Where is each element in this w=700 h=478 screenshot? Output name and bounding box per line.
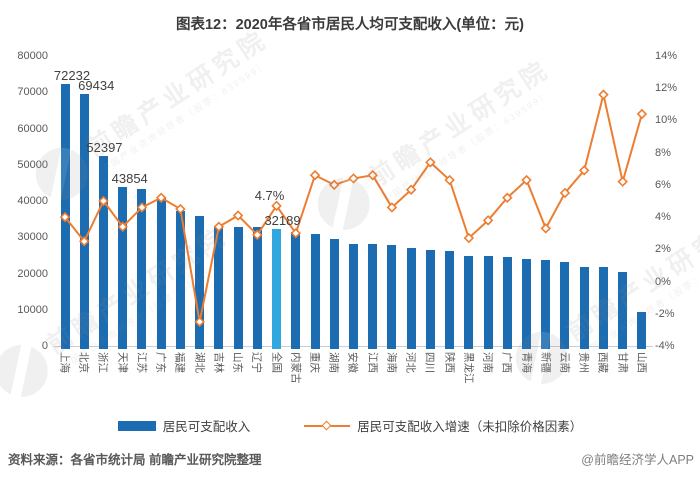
line-marker-重庆 [309, 169, 321, 181]
bar-四川 [425, 249, 435, 349]
right-axis-tick: 6% [655, 178, 671, 191]
line-marker-陕西 [444, 174, 455, 186]
line-marker-湖南 [329, 179, 340, 191]
line-marker-福建 [175, 203, 186, 215]
line-marker-江苏 [136, 202, 148, 213]
bar-湖南 [329, 239, 339, 349]
bar-新疆 [541, 259, 551, 349]
line-marker-吉林 [213, 221, 225, 233]
line-marker-河南 [482, 215, 494, 226]
bar-天津 [118, 187, 128, 349]
legend-label-income: 居民可支配收入 [162, 420, 251, 434]
bar-湖北 [195, 215, 205, 349]
legend: 居民可支配收入 居民可支配收入增速（未扣除价格因素） [0, 416, 700, 435]
bar-重庆 [310, 234, 320, 349]
line-marker-河北 [405, 184, 417, 195]
data-label-52397: 52397 [86, 140, 123, 156]
growth-line [64, 93, 643, 323]
right-axis-tick: -4% [655, 340, 675, 352]
left-axis-tick: 60000 [17, 122, 48, 135]
bar-辽宁 [252, 227, 262, 349]
left-axis-tick: 70000 [17, 86, 48, 99]
brand-note: @前瞻经济学人APP [581, 453, 694, 467]
bar-陕西 [445, 250, 455, 349]
line-marker-湖北 [194, 316, 205, 328]
line-marker-广东 [155, 192, 167, 204]
bar-吉林 [214, 226, 224, 349]
line-swatch-icon [304, 420, 351, 431]
line-marker-山东 [232, 210, 244, 221]
left-axis-tick: 80000 [17, 50, 48, 62]
legend-item-growth: 居民可支配收入增速（未扣除价格因素） [304, 416, 582, 435]
bar-西藏 [598, 267, 608, 349]
line-marker-内蒙古 [290, 227, 302, 239]
line-marker-青海 [521, 174, 532, 186]
right-axis-tick: 14% [655, 50, 678, 62]
line-marker-辽宁 [252, 229, 263, 241]
bar-北京 [79, 94, 89, 349]
bar-广东 [156, 197, 166, 349]
chart-title: 图表12：2020年各省市居民人均可支配收入(单位：元) [175, 17, 525, 33]
bar-全国 [272, 229, 282, 349]
bar-黑龙江 [464, 255, 474, 349]
bar-广西 [502, 256, 512, 349]
line-marker-安徽 [348, 173, 359, 184]
left-axis-tick: 20000 [17, 267, 48, 280]
legend-item-income: 居民可支配收入 [117, 416, 251, 435]
data-label-32189: 32189 [264, 213, 301, 229]
line-marker-海南 [386, 202, 398, 213]
bar-江西 [368, 244, 378, 349]
bar-山东 [233, 226, 243, 349]
line-marker-全国 [271, 200, 282, 212]
bar-山西 [637, 311, 647, 349]
data-label-43854: 43854 [111, 171, 148, 187]
bar-贵州 [579, 266, 589, 349]
line-marker-贵州 [578, 165, 590, 176]
line-marker-北京 [79, 236, 90, 247]
right-axis-tick: 0% [655, 275, 671, 288]
bar-河北 [406, 247, 416, 349]
right-axis-tick: 4% [655, 211, 671, 224]
left-axis-tick: 40000 [17, 195, 48, 207]
line-marker-云南 [559, 187, 571, 199]
right-axis-tick: 8% [655, 146, 671, 159]
bar-浙江 [98, 156, 108, 349]
left-axis-tick: 10000 [17, 303, 48, 316]
right-axis-tick: 12% [655, 82, 678, 95]
data-label-4.7%: 4.7% [254, 187, 285, 203]
line-marker-黑龙江 [463, 232, 475, 244]
line-marker-天津 [117, 221, 128, 233]
line-marker-广西 [502, 192, 513, 204]
line-marker-山西 [636, 108, 648, 120]
line-marker-西藏 [598, 89, 609, 100]
right-axis-tick: 10% [655, 114, 678, 127]
bar-江苏 [137, 188, 147, 349]
line-marker-甘肃 [617, 176, 628, 187]
bar-甘肃 [618, 272, 628, 349]
data-label-69434: 69434 [78, 78, 115, 94]
source-note: 资料来源：各省市统计局 前瞻产业研究院整理 [8, 453, 262, 467]
line-marker-浙江 [98, 195, 109, 207]
bar-青海 [522, 258, 532, 349]
line-marker-新疆 [540, 223, 551, 234]
bar-河南 [483, 256, 493, 349]
bar-安徽 [348, 244, 358, 349]
bar-内蒙古 [291, 231, 301, 349]
right-axis-tick: 2% [655, 243, 671, 256]
left-axis-tick: 50000 [17, 158, 48, 171]
bar-海南 [387, 244, 397, 349]
line-marker-江西 [367, 169, 378, 181]
bar-swatch-icon [117, 420, 156, 431]
bar-云南 [560, 261, 570, 349]
right-axis-tick: -2% [655, 307, 675, 320]
data-label-72232: 72232 [53, 68, 91, 84]
line-marker-四川 [425, 157, 436, 168]
line-marker-上海 [59, 211, 71, 223]
bar-福建 [175, 211, 185, 349]
left-axis-tick: 30000 [17, 231, 48, 244]
left-axis-tick: 0 [41, 340, 48, 352]
legend-label-growth: 居民可支配收入增速（未扣除价格因素） [357, 420, 583, 434]
